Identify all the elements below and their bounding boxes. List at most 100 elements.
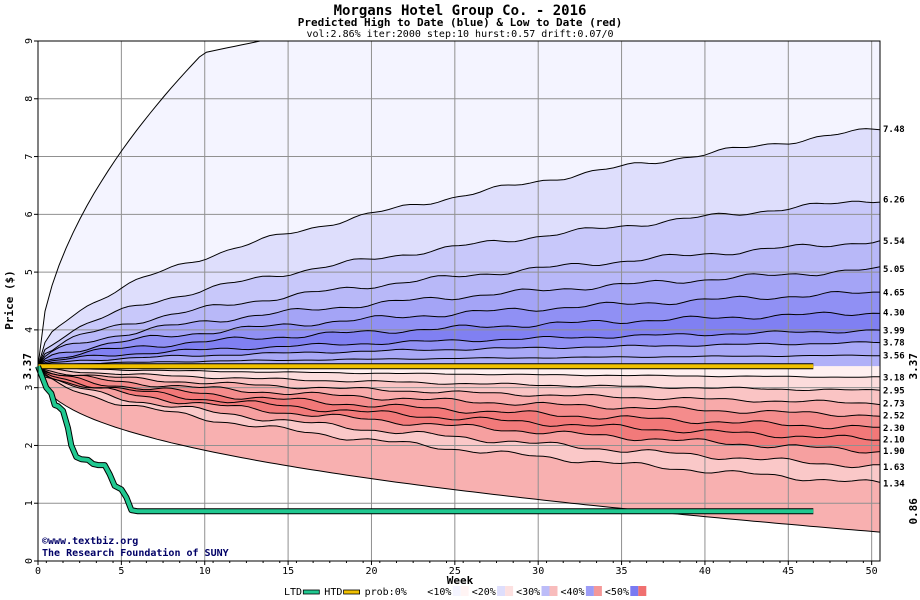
high-band-5 bbox=[38, 291, 880, 367]
x-tick-label: 50 bbox=[866, 566, 878, 577]
y-tick-label: 7 bbox=[24, 154, 35, 160]
legend-swatch bbox=[452, 586, 461, 596]
legend-swatch bbox=[408, 586, 417, 596]
legend-swatch bbox=[630, 586, 639, 596]
end-value-label: 5.54 bbox=[883, 237, 905, 247]
end-value-label: 3.78 bbox=[883, 339, 905, 349]
data-series bbox=[35, 363, 814, 515]
y-tick-label: 0 bbox=[24, 558, 35, 564]
low-quantile-line bbox=[38, 366, 880, 533]
high-band-1 bbox=[38, 128, 880, 367]
end-value-label: 2.52 bbox=[883, 411, 905, 421]
x-tick-label: 10 bbox=[199, 566, 211, 577]
legend-swatch bbox=[541, 586, 550, 596]
legend: LTD HTD prob:0% <10% <20% <30% <40% <50% bbox=[284, 586, 647, 598]
low-quantile-line bbox=[38, 365, 880, 378]
x-axis-title: Week bbox=[447, 574, 474, 587]
y-tick-label: 2 bbox=[24, 442, 35, 448]
end-value-label: 3.18 bbox=[883, 373, 905, 383]
x-tick-label: 45 bbox=[782, 566, 794, 577]
plot-frame bbox=[37, 40, 881, 562]
low-quantile-line bbox=[38, 366, 880, 483]
ltd-line bbox=[36, 365, 814, 514]
high-quantile-line bbox=[38, 290, 880, 367]
low-band-5 bbox=[38, 366, 880, 441]
x-tick-label: 35 bbox=[616, 566, 628, 577]
legend-swatch bbox=[460, 586, 469, 596]
end-value-label: 5.05 bbox=[883, 265, 905, 275]
low-band-9 bbox=[38, 366, 880, 533]
high-quantile-line bbox=[38, 266, 880, 367]
legend-swatch bbox=[416, 586, 425, 596]
x-tick-label: 15 bbox=[282, 566, 294, 577]
high-quantile-line bbox=[38, 200, 880, 367]
end-value-labels: 3.56 3.78 3.99 4.30 4.65 5.05 5.54 6.26 7.48 3.18… bbox=[883, 125, 905, 490]
end-value-label: 3.99 bbox=[883, 326, 905, 336]
high-band-7 bbox=[38, 329, 880, 367]
low-quantile-line bbox=[38, 365, 880, 417]
high-quantile-line bbox=[38, 354, 880, 367]
legend-swatch bbox=[497, 586, 506, 596]
x-tick-label: 5 bbox=[118, 566, 124, 577]
y-tick-label: 5 bbox=[24, 269, 35, 275]
high-quantile-line bbox=[38, 41, 263, 367]
end-value-label: 1.90 bbox=[883, 447, 905, 457]
y-tick-label: 4 bbox=[24, 327, 35, 333]
low-band-4 bbox=[38, 366, 880, 429]
end-value-label: 2.10 bbox=[883, 436, 905, 446]
legend-label: <20% bbox=[472, 587, 496, 598]
end-value-label: 6.26 bbox=[883, 195, 905, 205]
legend-item: <10% bbox=[427, 586, 469, 598]
low-quantile-line bbox=[38, 365, 880, 430]
legend-swatch bbox=[549, 586, 558, 596]
legend-label: prob:0% bbox=[365, 587, 407, 598]
legend-item: LTD bbox=[284, 587, 320, 598]
high-band-0 bbox=[38, 41, 880, 367]
high-quantile-line bbox=[38, 128, 880, 367]
legend-line-swatch bbox=[343, 589, 361, 595]
simulation-params: vol:2.86% iter:2000 step:10 hurst:0.57 d… bbox=[306, 29, 613, 40]
quantile-curves bbox=[38, 41, 880, 533]
legend-label: <10% bbox=[427, 587, 451, 598]
legend-item: HTD bbox=[324, 587, 361, 598]
y-tick-label: 9 bbox=[24, 38, 35, 44]
low-band-7 bbox=[38, 366, 880, 468]
low-quantile-line bbox=[38, 365, 880, 454]
legend-line-swatch bbox=[302, 589, 320, 595]
legend-item: <20% bbox=[472, 586, 514, 598]
chart-title: Morgans Hotel Group Co. - 2016 bbox=[334, 3, 587, 19]
end-value-label: 2.95 bbox=[883, 387, 905, 397]
end-value-label: 2.30 bbox=[883, 424, 905, 434]
low-to-date-label: 0.86 bbox=[907, 498, 920, 525]
low-quantile-line bbox=[38, 365, 880, 441]
x-tick-label: 0 bbox=[35, 566, 41, 577]
current-price-label: 3.37 bbox=[907, 353, 920, 380]
start-price-label: 3.37 bbox=[21, 353, 34, 380]
legend-item: prob:0% bbox=[365, 586, 425, 598]
low-band-2 bbox=[38, 366, 880, 405]
high-band-2 bbox=[38, 201, 880, 367]
low-band-8 bbox=[38, 366, 880, 483]
y-axis-title: Price ($) bbox=[3, 270, 16, 330]
high-quantile-line bbox=[38, 341, 880, 367]
high-quantile-line bbox=[38, 311, 880, 367]
end-value-label: 4.65 bbox=[883, 288, 905, 298]
y-tick-label: 6 bbox=[24, 211, 35, 217]
legend-swatch bbox=[585, 586, 594, 596]
legend-item: <30% bbox=[516, 586, 558, 598]
y-tick-label: 1 bbox=[24, 500, 35, 506]
chart-subtitle: Predicted High to Date (blue) & Low to D… bbox=[298, 16, 623, 29]
end-value-label: 2.73 bbox=[883, 399, 905, 409]
x-tick-label: 25 bbox=[449, 566, 461, 577]
high-band-4 bbox=[38, 266, 880, 367]
y-tick-label: 8 bbox=[24, 96, 35, 102]
legend-swatch bbox=[638, 586, 647, 596]
legend-item: <40% bbox=[561, 586, 602, 598]
legend-swatch bbox=[593, 586, 602, 596]
x-tick-label: 40 bbox=[699, 566, 711, 577]
low-quantile-line bbox=[38, 365, 880, 392]
legend-label: <30% bbox=[516, 587, 540, 598]
end-value-label: 3.56 bbox=[883, 351, 905, 361]
